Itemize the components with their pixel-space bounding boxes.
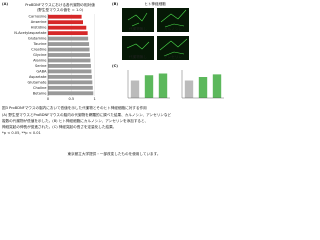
caption-line: 神経突起の伸長が促進された。(C) 神経突起の長さを定量化した結果。 — [2, 124, 116, 129]
bar — [48, 58, 91, 63]
bar — [48, 69, 92, 74]
image-label: 代謝物無し — [129, 26, 147, 31]
image-label: カルノシン — [164, 26, 182, 31]
y-tick-label: Carnosine — [29, 15, 48, 19]
bar — [48, 64, 91, 68]
bar — [48, 25, 87, 30]
x-tick-label: 1 — [94, 97, 96, 101]
y-tick-label: Choline — [33, 86, 47, 90]
caption-line: 複数の代謝物が低値を示した。(B) ヒト神経細胞にカルノシン、アンセリンを添加す… — [2, 118, 148, 123]
y-tick-label: Serine — [35, 64, 47, 68]
y-tick-label: GABA — [36, 69, 47, 73]
y-tick-label: Glycine — [33, 53, 47, 57]
image-header: ヒト神経細胞 — [144, 1, 166, 6]
bar — [48, 42, 90, 46]
figure: (A) (B) (C) ProBDNFマウスにおける各代謝物の相対値 (野生型マ… — [2, 1, 224, 156]
caption-line: *p < 0.05, **p < 0.01 — [2, 131, 41, 135]
y-tick-label: Betaine — [33, 91, 48, 95]
bar — [48, 14, 82, 19]
chart-subtitle: (野生型マウスの値を = 1.0) — [37, 7, 84, 12]
panel-label: (C) — [112, 64, 118, 68]
caption-line: 図3 ProBDNFマウスの脳内において低値を示した代謝物とそのヒト神経細胞に対… — [2, 105, 147, 110]
bar — [48, 91, 94, 96]
neurite — [127, 12, 148, 27]
micrograph — [122, 8, 154, 32]
panel-label: (B) — [112, 2, 118, 6]
bar — [48, 47, 90, 52]
bar — [48, 80, 93, 85]
bar — [144, 75, 154, 98]
y-tick-label: Taurine — [32, 42, 47, 46]
bar — [48, 53, 90, 57]
micrograph — [157, 8, 189, 32]
y-tick-label: Glutamate — [28, 80, 48, 84]
footer: 東京都立大学提供・一部改変したものを使用しています。 — [68, 151, 161, 156]
neurite — [126, 41, 150, 50]
bar — [130, 80, 140, 98]
neurite — [159, 38, 188, 57]
y-tick-label: N-Acetylaspartate — [14, 31, 47, 35]
y-tick-label: Histidine — [31, 26, 48, 30]
y-tick-label: Glutamine — [28, 37, 47, 41]
neurite — [160, 9, 187, 28]
bar — [48, 85, 93, 90]
bar — [48, 20, 83, 25]
caption-line: (A) 野生型マウスとProBDNFマウスの脳内の代謝物を網羅的に調べた結果、カ… — [2, 112, 171, 117]
bar — [212, 74, 222, 98]
bar — [48, 36, 89, 41]
y-tick-label: Alanine — [33, 58, 47, 62]
image-label: アンセリン — [164, 54, 182, 59]
bar — [184, 80, 194, 98]
bar — [198, 77, 208, 98]
panel-label: (A) — [2, 2, 8, 6]
bar — [48, 31, 88, 36]
bar — [48, 74, 92, 79]
y-tick-label: Anserine — [31, 20, 48, 24]
x-tick-label: 0 — [47, 97, 50, 101]
image-label: 代謝物無し — [129, 54, 147, 59]
bar — [158, 73, 168, 98]
chart-title: ProBDNFマウスにおける各代謝物の相対値 — [25, 2, 95, 7]
y-tick-label: Creatine — [31, 48, 47, 52]
x-tick-label: 0.5 — [68, 97, 74, 101]
y-tick-label: Aspartate — [29, 75, 47, 79]
